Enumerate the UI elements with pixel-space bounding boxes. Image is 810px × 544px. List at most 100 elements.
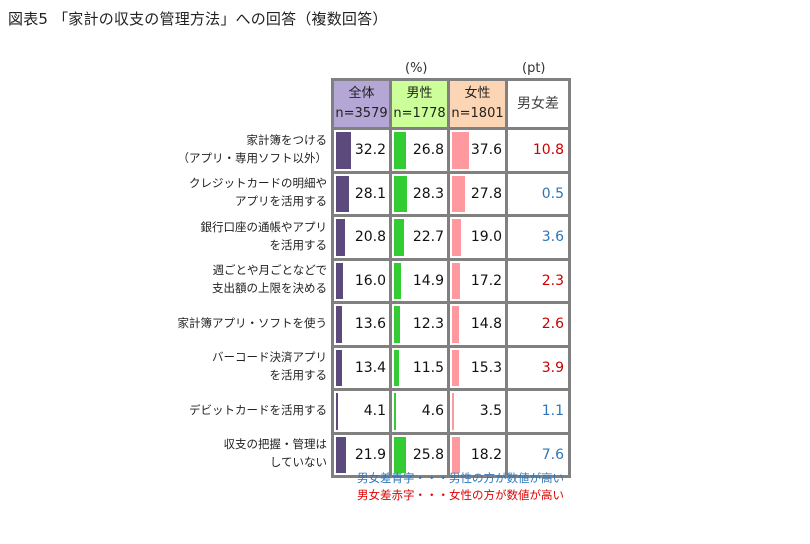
diff-value: 2.3 [541,272,564,289]
value: 11.5 [412,359,444,376]
header-male: 男性 n=1778 [392,81,450,127]
cell-diff: 10.8 [508,130,568,171]
cell-all: 13.6 [334,304,392,345]
table-row: 28.1 28.3 27.8 0.5 [334,173,568,217]
header-female: 女性 n=1801 [450,81,508,127]
cell-all: 28.1 [334,173,392,214]
cell-female: 14.8 [450,304,508,345]
value: 25.8 [412,446,444,463]
bar [452,262,460,299]
diff-value: 1.1 [541,403,564,420]
cell-diff: 1.1 [508,391,568,432]
bar [394,132,407,169]
bar [336,219,346,256]
value: 13.4 [354,359,386,376]
value: 16.0 [354,272,386,289]
table-row: 16.0 14.9 17.2 2.3 [334,260,568,304]
table-row: 13.6 12.3 14.8 2.6 [334,304,568,348]
value: 17.2 [470,272,502,289]
row-labels: 家計簿をつける （アプリ・専用ソフト以外） クレジットカードの明細や アプリを活用する… [130,127,328,475]
bar [394,175,407,212]
table-body: 32.2 26.8 37.6 10.8 28.1 28.3 27.8 0.5 20.8 22.7 1… [334,130,568,475]
bar [336,175,349,212]
value: 19.0 [470,229,502,246]
cell-diff: 3.9 [508,348,568,389]
value: 4.6 [421,403,444,420]
bar [452,349,459,386]
cell-female: 37.6 [450,130,508,171]
value: 14.8 [470,316,502,333]
diff-value: 2.6 [541,316,564,333]
bar [452,306,459,343]
row-label: 銀行口座の通帳やアプリ を活用する [200,219,328,252]
unit-pt: (pt) [522,61,546,76]
row-label: 週ごとや月ごとなどで 支出額の上限を決める [212,263,327,296]
cell-female: 3.5 [450,391,508,432]
cell-all: 32.2 [334,130,392,171]
cell-female: 19.0 [450,217,508,258]
bar [452,436,461,473]
cell-all: 4.1 [334,391,392,432]
page-title: 図表5 「家計の収支の管理方法」への回答（複数回答） [8,10,388,28]
diff-value: 3.6 [541,229,564,246]
bar [394,349,400,386]
value: 37.6 [470,142,502,159]
diff-value: 0.5 [541,185,564,202]
table-header: 全体 n=3579 男性 n=1778 女性 n=1801 男女差 [334,81,568,130]
bar [336,132,351,169]
value: 12.3 [412,316,444,333]
value: 13.6 [354,316,386,333]
bar [394,219,405,256]
value: 22.7 [412,229,444,246]
cell-male: 4.6 [392,391,450,432]
row-label: クレジットカードの明細や アプリを活用する [189,176,327,209]
cell-female: 15.3 [450,347,508,388]
cell-diff: 7.6 [508,435,568,476]
cell-all: 16.0 [334,260,392,301]
bar [394,436,406,473]
bar [452,132,469,169]
table-row: 21.9 25.8 18.2 7.6 [334,434,568,476]
cell-male: 14.9 [392,260,450,301]
cell-female: 17.2 [450,260,508,301]
value: 3.5 [479,403,502,420]
cell-male: 25.8 [392,434,450,475]
cell-male: 12.3 [392,304,450,345]
table-row: 20.8 22.7 19.0 3.6 [334,217,568,261]
row-label: 家計簿をつける （アプリ・専用ソフト以外） [177,132,328,165]
bar [394,393,397,430]
value: 20.8 [354,229,386,246]
value: 15.3 [470,359,502,376]
cell-male: 11.5 [392,347,450,388]
bar [394,262,401,299]
row-label: バーコード決済アプリ を活用する [212,350,327,383]
cell-diff: 2.6 [508,304,568,345]
row-label: デビットカードを活用する [189,402,327,417]
table-row: 13.4 11.5 15.3 3.9 [334,347,568,391]
bar [394,306,400,343]
bar [452,219,461,256]
cell-all: 20.8 [334,217,392,258]
row-label: 家計簿アプリ・ソフトを使う [177,315,328,330]
note-red: 男女差赤字・・・女性の方が数値が高い [357,488,564,502]
header-diff: 男女差 [517,96,559,112]
value: 26.8 [412,142,444,159]
value: 14.9 [412,272,444,289]
value: 18.2 [470,446,502,463]
diff-value: 3.9 [541,359,564,376]
cell-male: 28.3 [392,173,450,214]
cell-all: 13.4 [334,347,392,388]
bar [452,393,454,430]
cell-female: 18.2 [450,434,508,475]
bar [336,393,338,430]
bar [452,175,465,212]
table-row: 32.2 26.8 37.6 10.8 [334,130,568,174]
value: 4.1 [363,403,386,420]
bar [336,436,346,473]
header-all: 全体 n=3579 [334,81,392,127]
table-row: 4.1 4.6 3.5 1.1 [334,391,568,435]
cell-all: 21.9 [334,434,392,475]
diff-value: 7.6 [541,446,564,463]
bar [336,262,344,299]
cell-diff: 3.6 [508,217,568,258]
